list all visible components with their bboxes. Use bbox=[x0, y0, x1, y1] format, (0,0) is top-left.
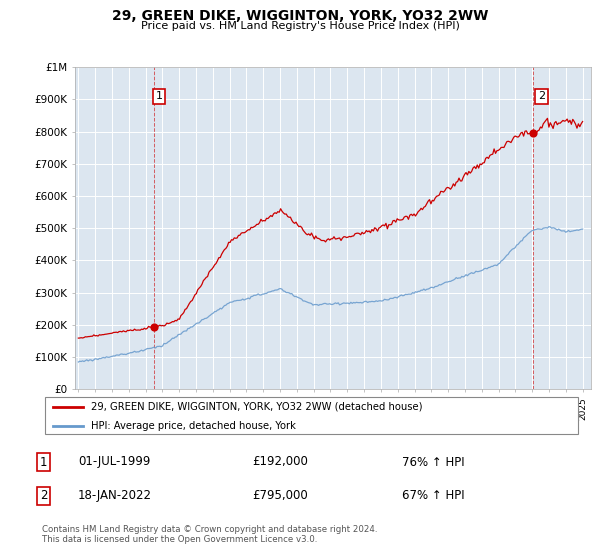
Text: 29, GREEN DIKE, WIGGINTON, YORK, YO32 2WW: 29, GREEN DIKE, WIGGINTON, YORK, YO32 2W… bbox=[112, 9, 488, 23]
Text: Contains HM Land Registry data © Crown copyright and database right 2024.
This d: Contains HM Land Registry data © Crown c… bbox=[42, 525, 377, 544]
Text: Price paid vs. HM Land Registry's House Price Index (HPI): Price paid vs. HM Land Registry's House … bbox=[140, 21, 460, 31]
FancyBboxPatch shape bbox=[45, 397, 578, 434]
Text: 1: 1 bbox=[40, 455, 47, 469]
Text: £795,000: £795,000 bbox=[252, 489, 308, 502]
Text: 67% ↑ HPI: 67% ↑ HPI bbox=[402, 489, 464, 502]
Text: 2: 2 bbox=[40, 489, 47, 502]
Text: HPI: Average price, detached house, York: HPI: Average price, detached house, York bbox=[91, 421, 295, 431]
Text: 2: 2 bbox=[538, 91, 545, 101]
Text: 76% ↑ HPI: 76% ↑ HPI bbox=[402, 455, 464, 469]
Text: 29, GREEN DIKE, WIGGINTON, YORK, YO32 2WW (detached house): 29, GREEN DIKE, WIGGINTON, YORK, YO32 2W… bbox=[91, 402, 422, 412]
Text: 1: 1 bbox=[155, 91, 163, 101]
Point bbox=[528, 129, 538, 138]
Text: £192,000: £192,000 bbox=[252, 455, 308, 469]
Text: 01-JUL-1999: 01-JUL-1999 bbox=[78, 455, 151, 469]
Point bbox=[149, 323, 159, 332]
Text: 18-JAN-2022: 18-JAN-2022 bbox=[78, 489, 152, 502]
